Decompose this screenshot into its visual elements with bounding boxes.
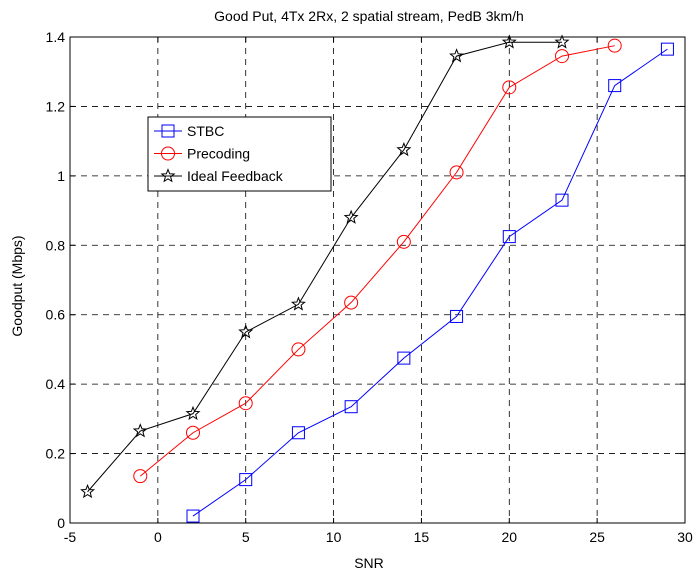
legend-marker [161,146,175,161]
x-tick-label: 10 [326,529,342,545]
data-point [186,509,200,523]
data-point [343,209,359,224]
data-point [290,296,306,311]
data-point [291,426,305,440]
data-point [554,34,570,49]
legend-label: STBC [187,123,224,139]
data-point [555,49,569,64]
y-tick-label: 0.6 [46,307,66,323]
legend-label: Precoding [187,146,250,162]
x-tick-label: 0 [154,529,162,545]
y-tick-label: 0.2 [46,446,66,462]
data-point [607,38,622,53]
series-line [139,45,615,477]
data-point [239,473,253,487]
data-point [132,423,148,438]
y-tick-label: 1 [57,168,65,184]
data-point [450,309,464,323]
legend: STBC Precoding Ideal Feedback [147,116,332,192]
legend-item: STBC [154,123,224,139]
x-axis-label: SNR [354,555,384,571]
y-axis-label: Goodput (Mbps) [9,235,25,336]
data-point [344,295,359,310]
x-tick-label: 25 [589,529,605,545]
series-line [192,48,668,517]
plot-area-frame [69,36,686,524]
x-tick-label: 20 [501,529,517,545]
data-point [344,400,358,414]
chart-title: Good Put, 4Tx 2Rx, 2 spatial stream, Ped… [214,8,524,24]
data-point [449,165,464,180]
data-point [238,396,253,411]
data-point [502,80,517,95]
legend-marker [160,168,176,183]
x-tick-label: 30 [677,529,693,545]
legend-label: Ideal Feedback [187,168,284,184]
x-tick-label: 15 [414,529,430,545]
data-point [133,469,148,484]
y-tick-label: 0.8 [46,237,66,253]
series-stbc [186,42,674,523]
series-ideal-feedback [80,34,570,499]
y-tick-label: 1.2 [46,98,66,114]
y-tick-label: 0.4 [46,376,66,392]
data-point [185,405,201,421]
series-precoding [133,38,622,484]
data-point [502,230,516,244]
data-point [660,42,674,56]
x-tick-label: 5 [242,529,250,545]
y-tick-label: 0 [57,515,65,531]
series-line [87,41,562,493]
data-point [449,48,465,63]
data-point [396,234,411,249]
legend-item: Ideal Feedback [154,168,284,184]
data-series [80,34,674,523]
y-tick-label: 1.4 [46,29,66,45]
data-point [80,483,96,499]
legend-marker [161,124,175,138]
data-point [397,351,411,365]
data-point [396,141,412,157]
data-point [501,34,517,49]
data-point [238,324,254,339]
data-point [555,193,569,207]
data-point [186,425,200,440]
data-point [608,79,622,93]
x-tick-label: -5 [64,529,77,545]
data-point [291,342,306,357]
legend-item: Precoding [154,146,250,162]
